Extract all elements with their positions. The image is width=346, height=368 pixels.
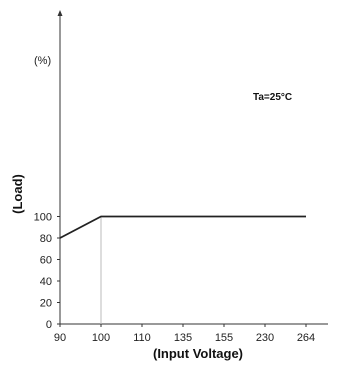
- derating-curve: [59, 215, 306, 239]
- y-tick-label: 20: [40, 298, 52, 310]
- x-tick-label: 110: [133, 332, 151, 344]
- x-tick-label: 90: [54, 332, 66, 344]
- series-layer: [59, 215, 306, 239]
- x-tick-label: 264: [297, 332, 315, 344]
- y-tick-label: 100: [34, 212, 52, 224]
- temperature-annotation: Ta=25°C: [253, 92, 292, 103]
- x-tick-label: 135: [174, 332, 192, 344]
- x-tick-label: 155: [215, 332, 233, 344]
- y-axis-arrow: [57, 10, 63, 16]
- y-unit-label: (%): [34, 55, 51, 67]
- y-tick-label: 80: [40, 233, 52, 245]
- y-axis-title: (Load): [10, 174, 25, 214]
- x-tick-label: 230: [256, 332, 274, 344]
- y-tick-label: 40: [40, 276, 52, 288]
- y-tick-label: 60: [40, 255, 52, 267]
- x-axis-title: (Input Voltage): [153, 346, 243, 361]
- y-tick-label: 0: [46, 319, 52, 331]
- tick-labels: 0 20 40 60 80 100 90 100 110 135 155 230 264: [34, 212, 316, 345]
- x-tick-label: 100: [92, 332, 110, 344]
- chart-axes: [57, 10, 328, 327]
